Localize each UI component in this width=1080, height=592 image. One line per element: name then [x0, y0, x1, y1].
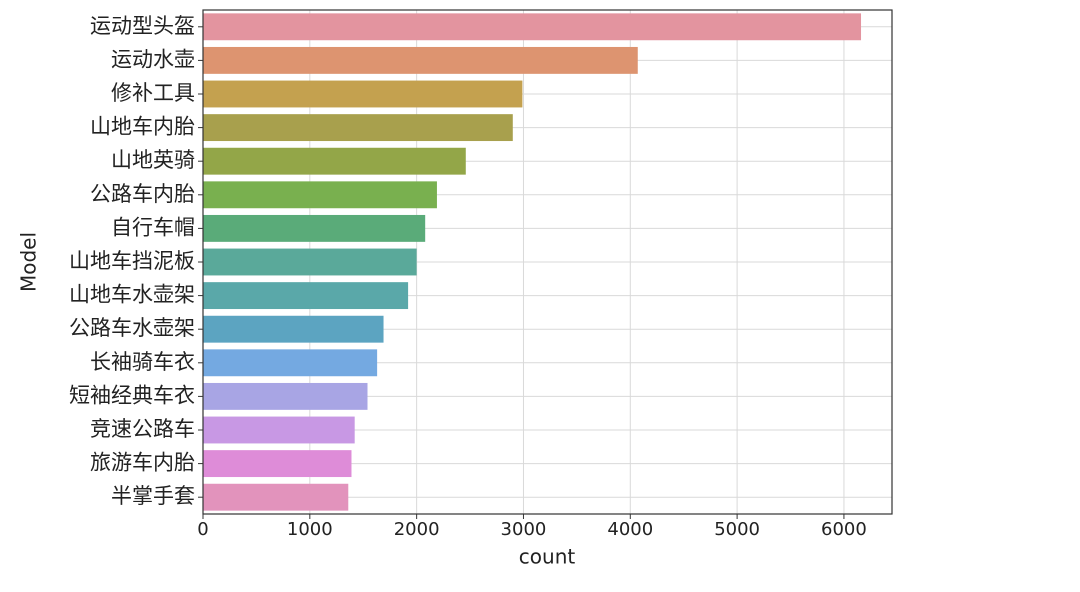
x-tick-label: 5000 — [714, 519, 760, 540]
x-tick-label: 0 — [197, 519, 208, 540]
bar — [203, 483, 349, 511]
bar — [203, 382, 368, 410]
x-tick-label: 4000 — [607, 519, 653, 540]
bar — [203, 282, 409, 310]
y-tick-label: 公路车内胎 — [90, 182, 195, 206]
plot-frame — [202, 9, 893, 515]
bar — [203, 80, 523, 108]
y-tick-label: 运动水壶 — [111, 47, 195, 71]
y-tick-label: 山地车内胎 — [90, 115, 195, 139]
y-axis-label: Model — [17, 232, 41, 292]
y-tick-label: 长袖骑车衣 — [90, 350, 195, 374]
y-tick-label: 修补工具 — [111, 81, 195, 105]
y-tick-label: 运动型头盔 — [90, 14, 195, 38]
bar — [203, 46, 638, 74]
x-tick-label: 1000 — [287, 519, 333, 540]
bar — [203, 13, 862, 41]
x-axis-label: count — [519, 545, 576, 569]
y-tick-label: 半掌手套 — [111, 484, 195, 508]
y-tick-label: 山地英骑 — [111, 148, 195, 172]
bar — [203, 416, 355, 444]
bar — [203, 114, 513, 142]
bar — [203, 181, 437, 209]
y-tick-label: 公路车水壶架 — [69, 316, 195, 340]
bar — [203, 349, 378, 377]
bar — [203, 315, 384, 343]
bar — [203, 248, 417, 276]
y-tick-label: 自行车帽 — [111, 215, 195, 239]
x-tick-label: 6000 — [821, 519, 867, 540]
bar — [203, 147, 466, 175]
y-tick-label: 山地车挡泥板 — [69, 249, 195, 273]
bar — [203, 214, 426, 242]
y-tick-label: 山地车水壶架 — [69, 283, 195, 307]
bar — [203, 450, 352, 478]
y-tick-label: 竞速公路车 — [90, 417, 195, 441]
y-tick-label: 旅游车内胎 — [90, 451, 195, 475]
x-tick-label: 2000 — [394, 519, 440, 540]
y-tick-label: 短袖经典车衣 — [69, 383, 195, 407]
x-tick-label: 3000 — [501, 519, 547, 540]
